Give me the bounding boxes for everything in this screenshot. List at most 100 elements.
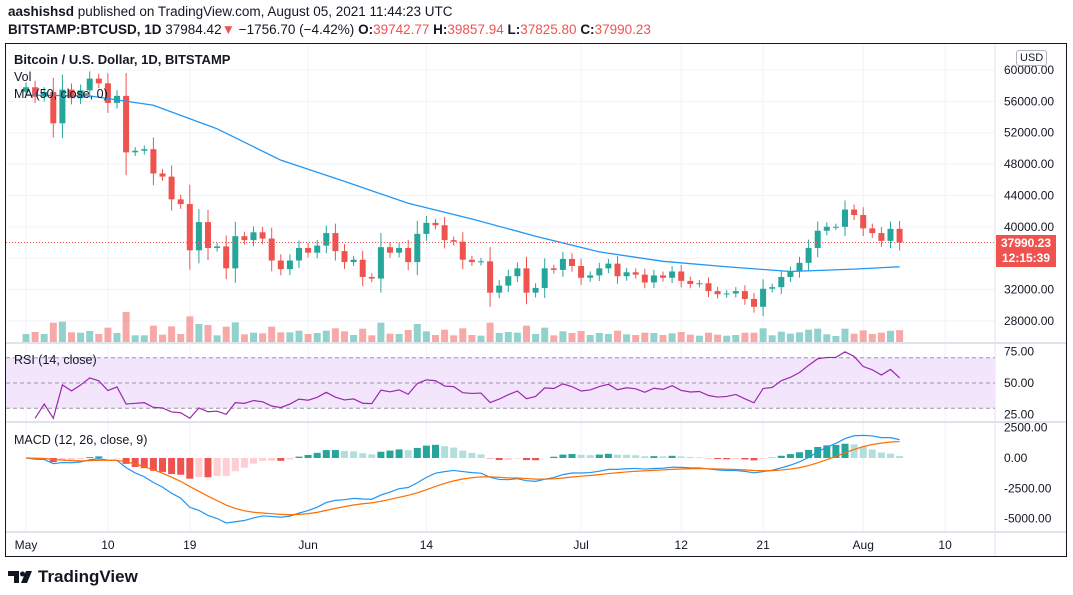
volume-bar [386, 333, 394, 342]
candle-body [569, 258, 575, 266]
macd-histogram-bar [650, 456, 658, 458]
macd-histogram-bar [459, 450, 467, 458]
volume-bar [86, 331, 94, 342]
price-tick: 52000.00 [1004, 126, 1054, 140]
tradingview-logo[interactable]: TradingView [8, 567, 138, 587]
rsi-line [34, 351, 901, 420]
candle-body [323, 233, 330, 246]
candle-body [851, 209, 858, 216]
volume-bar [350, 335, 358, 342]
candle-body [714, 291, 721, 295]
macd-histogram-bar [850, 444, 858, 458]
last-price-value: 37990.23 [1000, 236, 1052, 250]
volume-bar [322, 330, 330, 342]
candle-body [505, 276, 512, 286]
candle-body [623, 272, 630, 277]
candle-body [286, 260, 293, 270]
macd-histogram-bar [614, 454, 621, 458]
volume-bar [650, 333, 658, 342]
price-change: −1756.70 (−4.42%) [238, 22, 355, 37]
volume-bar [568, 333, 576, 342]
macd-histogram-bar [896, 456, 904, 458]
macd-histogram-bar [259, 458, 267, 461]
volume-bar [668, 333, 676, 342]
volume-bar [49, 322, 57, 342]
macd-histogram-bar [213, 458, 221, 476]
volume-bar [859, 330, 867, 342]
volume-bar [486, 322, 494, 342]
candle-body [842, 209, 848, 227]
candle-body [541, 268, 548, 288]
volume-bar [295, 330, 303, 342]
macd-histogram-bar [841, 443, 849, 458]
macd-histogram-bar [632, 455, 640, 458]
candle-body [878, 233, 885, 241]
volume-bar [896, 330, 904, 342]
volume-bar [277, 332, 285, 342]
macd-histogram-bar [659, 456, 667, 458]
volume-bar [395, 334, 403, 342]
volume-bar [768, 335, 776, 342]
time-tick: Jul [573, 538, 588, 552]
volume-bar [331, 328, 339, 342]
macd-histogram-bar [231, 458, 239, 472]
macd-histogram-bar [277, 458, 285, 461]
macd-histogram-bar [432, 444, 439, 458]
down-arrow-icon: ▼ [221, 22, 235, 37]
volume-bar [68, 332, 75, 342]
macd-histogram-bar [168, 458, 176, 474]
candle-body [660, 275, 666, 278]
macd-histogram-bar [313, 452, 321, 458]
macd-histogram-bar [513, 458, 521, 459]
candle-body [441, 225, 448, 241]
candle-body [723, 293, 730, 295]
last-price-label: 37990.23 12:15:39 [996, 235, 1056, 267]
author[interactable]: aashishsd [8, 4, 75, 19]
candle-body [487, 261, 494, 293]
time-tick: 10 [101, 538, 115, 552]
macd-histogram-bar [732, 458, 740, 460]
candle-body [832, 226, 839, 228]
volume-bar [149, 325, 157, 342]
volume-bar [104, 327, 112, 342]
candle-body [159, 173, 166, 177]
macd-histogram-bar [796, 452, 803, 458]
candle-body [341, 251, 348, 263]
volume-bar [823, 334, 831, 342]
currency-button[interactable]: USD [1016, 50, 1048, 66]
macd-histogram-bar [695, 457, 703, 458]
chart-frame[interactable] [5, 43, 1067, 557]
volume-bar [796, 332, 803, 342]
volume-bar [841, 328, 849, 342]
volume-bar [723, 335, 731, 342]
low-value: 37825.80 [520, 22, 577, 37]
macd-histogram-bar [341, 451, 348, 458]
candle-body [532, 287, 539, 293]
close-value: 37990.23 [594, 22, 651, 37]
volume-bar [677, 332, 685, 342]
volume-bar [222, 326, 230, 342]
volume-bar [304, 334, 312, 342]
macd-histogram-bar [786, 454, 794, 458]
candle-body [104, 83, 111, 103]
candle-body [241, 236, 248, 241]
macd-histogram-bar [887, 453, 894, 458]
volume-bar [231, 322, 239, 342]
candle-body [123, 95, 130, 153]
volume-bar [77, 332, 85, 342]
candle-body [805, 247, 812, 263]
price-tick: 56000.00 [1004, 94, 1054, 108]
volume-bar [777, 331, 785, 342]
volume-bar [477, 335, 485, 342]
candle-body [596, 268, 603, 276]
volume-bar [22, 334, 30, 342]
brand-name: TradingView [38, 567, 138, 586]
open-label: O: [358, 22, 374, 37]
candle-body [632, 272, 639, 275]
volume-bar [504, 332, 512, 342]
macd-histogram-bar [240, 458, 248, 468]
candle-body [314, 245, 321, 253]
candle-body [77, 90, 84, 99]
volume-bar [741, 332, 749, 342]
